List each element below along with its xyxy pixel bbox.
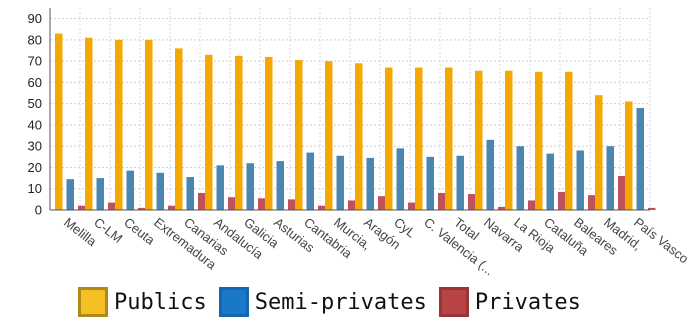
bar-semi-privates bbox=[96, 178, 104, 210]
y-axis: 0 10 20 30 40 50 60 70 80 90 bbox=[28, 8, 51, 218]
y-tick-label: 30 bbox=[28, 139, 42, 154]
bar-publics bbox=[595, 95, 603, 210]
bar-publics bbox=[55, 33, 63, 210]
bar-privates bbox=[648, 207, 656, 210]
bar-publics bbox=[625, 101, 633, 210]
bar-semi-privates bbox=[216, 165, 224, 210]
legend-label-semi-privates: Semi-privates bbox=[254, 289, 427, 315]
bar-semi-privates bbox=[636, 107, 644, 210]
bar-publics bbox=[265, 56, 273, 211]
bar-publics bbox=[205, 54, 213, 210]
bar-publics bbox=[475, 70, 483, 210]
legend-item-semi-privates: Semi-privates bbox=[218, 287, 427, 317]
bar-privates bbox=[108, 202, 116, 210]
bar-privates bbox=[138, 207, 146, 210]
x-axis: MelillaC-LMCeutaExtremaduraCanariasAndal… bbox=[50, 209, 691, 278]
bar-publics bbox=[295, 60, 303, 210]
bar-privates bbox=[198, 192, 206, 210]
x-tick-label: Melilla bbox=[61, 215, 100, 250]
bar-chart: 0 10 20 30 40 50 60 70 80 90 MelillaC-LMCeutaExtr… bbox=[28, 8, 691, 278]
bar-semi-privates bbox=[456, 155, 464, 210]
bar-privates bbox=[78, 205, 86, 210]
bar-semi-privates bbox=[246, 163, 254, 210]
bar-privates bbox=[438, 192, 446, 210]
legend-label-publics: Publics bbox=[114, 289, 207, 315]
bar-privates bbox=[258, 198, 266, 210]
bar-semi-privates bbox=[306, 152, 314, 210]
bar-publics bbox=[565, 71, 573, 210]
legend-swatch-publics bbox=[78, 287, 108, 317]
bar-privates bbox=[318, 205, 326, 210]
y-tick-label: 70 bbox=[28, 54, 42, 69]
y-tick-label: 90 bbox=[28, 11, 42, 26]
legend-item-publics: Publics bbox=[78, 287, 207, 317]
legend: Publics Semi-privates Privates bbox=[78, 287, 593, 317]
bar-privates bbox=[408, 202, 416, 210]
y-tick-label: 10 bbox=[28, 181, 42, 196]
y-tick-label: 50 bbox=[28, 96, 42, 111]
y-tick-label: 0 bbox=[35, 203, 42, 218]
x-tick-label: Ceuta bbox=[121, 215, 158, 249]
bar-privates bbox=[588, 195, 596, 210]
grid bbox=[49, 8, 651, 211]
bar-publics bbox=[535, 71, 543, 210]
bar-publics bbox=[175, 48, 183, 211]
bar-semi-privates bbox=[486, 139, 494, 210]
bar-privates bbox=[468, 194, 476, 210]
legend-item-privates: Privates bbox=[438, 287, 581, 317]
legend-swatch-semi-privates bbox=[218, 287, 249, 317]
bar-privates bbox=[348, 200, 356, 210]
bar-publics bbox=[415, 67, 423, 211]
bars bbox=[55, 33, 656, 211]
bar-semi-privates bbox=[126, 170, 134, 210]
y-tick-label: 60 bbox=[28, 75, 42, 90]
bar-privates bbox=[618, 175, 626, 210]
bar-semi-privates bbox=[426, 156, 434, 210]
bar-privates bbox=[378, 196, 386, 210]
bar-semi-privates bbox=[336, 155, 344, 210]
bar-semi-privates bbox=[516, 146, 524, 210]
bar-privates bbox=[168, 205, 176, 210]
legend-swatch-privates bbox=[438, 287, 469, 317]
bar-publics bbox=[325, 61, 333, 210]
bar-privates bbox=[528, 200, 536, 210]
bar-publics bbox=[145, 39, 153, 210]
bar-semi-privates bbox=[366, 157, 374, 210]
bar-publics bbox=[85, 37, 93, 211]
bar-privates bbox=[498, 206, 506, 210]
bar-publics bbox=[385, 67, 393, 211]
y-tick-label: 20 bbox=[28, 160, 42, 175]
bar-privates bbox=[228, 197, 236, 210]
bar-publics bbox=[115, 39, 123, 210]
bar-publics bbox=[505, 70, 513, 210]
bar-semi-privates bbox=[606, 146, 614, 210]
bar-semi-privates bbox=[576, 150, 584, 210]
bar-privates bbox=[288, 199, 296, 210]
y-tick-label: 80 bbox=[28, 32, 42, 47]
bar-publics bbox=[235, 55, 243, 211]
bar-publics bbox=[445, 67, 453, 211]
bar-semi-privates bbox=[186, 177, 194, 210]
bar-privates bbox=[558, 191, 566, 210]
bar-semi-privates bbox=[396, 148, 404, 210]
bar-semi-privates bbox=[156, 172, 164, 210]
bar-semi-privates bbox=[276, 161, 284, 210]
bar-semi-privates bbox=[66, 179, 74, 210]
legend-label-privates: Privates bbox=[474, 289, 581, 315]
bar-publics bbox=[355, 63, 363, 210]
bar-semi-privates bbox=[546, 153, 554, 210]
y-tick-label: 40 bbox=[28, 117, 42, 132]
